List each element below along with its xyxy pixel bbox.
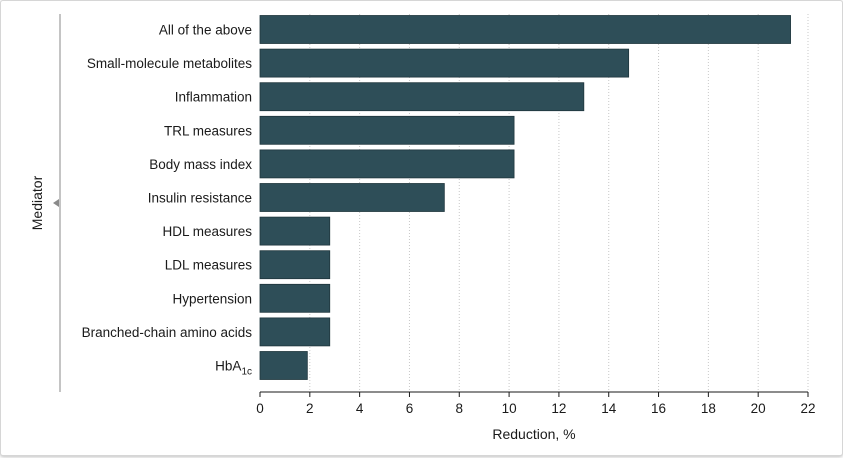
bar: [259, 15, 791, 44]
category-label: Branched-chain amino acids: [82, 325, 253, 340]
x-tick-label: 2: [306, 401, 314, 416]
x-tick-label: 16: [651, 401, 666, 416]
bar: [259, 149, 515, 179]
bar: [259, 283, 331, 313]
x-tick-label: 4: [356, 401, 364, 416]
x-tick-label: 8: [456, 401, 464, 416]
category-label: LDL measures: [165, 258, 253, 273]
category-labels: All of the above Small-molecule metabolit…: [82, 23, 253, 378]
x-tick-label: 18: [701, 401, 716, 416]
x-axis-ticks: 0 2 4 6 8 10 12 14 16 18 20 22: [256, 392, 816, 416]
bar: [259, 82, 585, 112]
x-tick-label: 10: [502, 401, 517, 416]
category-label: Hypertension: [172, 291, 252, 306]
x-axis-title: Reduction, %: [492, 426, 575, 442]
x-tick-label: 12: [551, 401, 566, 416]
bar: [259, 48, 630, 78]
bars: [259, 15, 791, 380]
bar: [259, 115, 515, 145]
bar: [259, 317, 331, 347]
y-axis-title: Mediator: [29, 175, 45, 230]
category-label: TRL measures: [164, 123, 252, 138]
bar: [259, 183, 445, 212]
category-label: All of the above: [159, 23, 252, 38]
category-label: Insulin resistance: [148, 191, 252, 206]
category-label: Inflammation: [175, 90, 252, 105]
x-tick-label: 6: [406, 401, 414, 416]
bar: [259, 250, 331, 280]
x-tick-label: 22: [800, 401, 815, 416]
y-axis-arrow-icon: [53, 199, 59, 207]
x-tick-label: 14: [601, 401, 617, 416]
x-tick-label: 20: [751, 401, 766, 416]
bar: [259, 351, 308, 380]
bar: [259, 216, 331, 246]
x-tick-label: 0: [256, 401, 264, 416]
category-label: Body mass index: [149, 157, 252, 172]
category-label: HbA1c: [215, 359, 252, 378]
category-label: Small-molecule metabolites: [87, 56, 252, 71]
category-label: HDL measures: [162, 224, 252, 239]
